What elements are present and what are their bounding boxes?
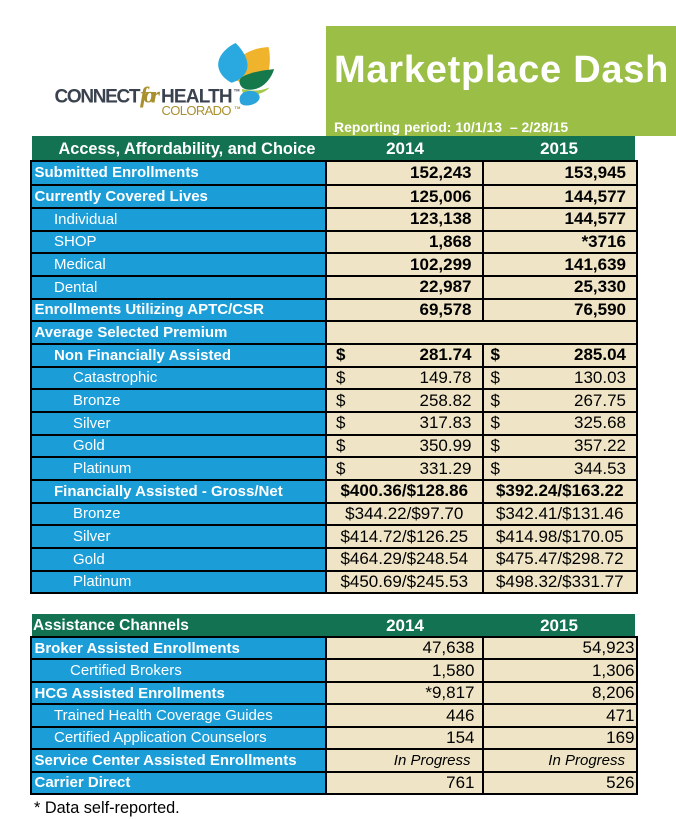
svg-text:HEALTH: HEALTH xyxy=(161,86,233,107)
svg-text:for: for xyxy=(140,82,161,107)
svg-text:COLORADO: COLORADO xyxy=(162,103,232,118)
svg-text:TM: TM xyxy=(235,105,241,110)
svg-text:TM: TM xyxy=(234,88,240,93)
svg-text:CONNECT: CONNECT xyxy=(55,86,141,107)
